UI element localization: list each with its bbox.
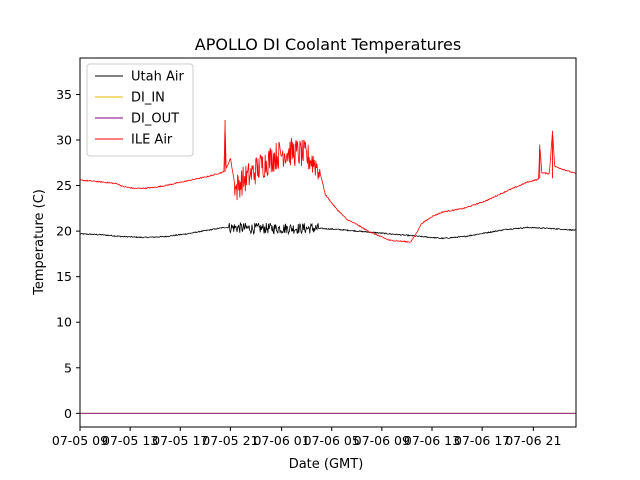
x-tick-label: 07-06 13 <box>404 433 460 448</box>
legend-box <box>86 63 194 157</box>
x-tick-label: 07-06 09 <box>354 433 410 448</box>
chart-title: APOLLO DI Coolant Temperatures <box>195 35 461 54</box>
x-tick-label: 07-05 17 <box>152 433 208 448</box>
legend-label: ILE Air <box>131 133 173 148</box>
legend-label: DI_IN <box>131 91 165 106</box>
x-tick-label: 07-06 01 <box>253 433 309 448</box>
series-layer <box>79 119 577 414</box>
y-tick-label: 20 <box>56 224 72 239</box>
x-tick-label: 07-05 21 <box>202 433 258 448</box>
x-tick-label: 07-06 21 <box>505 433 561 448</box>
x-tick-label: 07-06 05 <box>304 433 360 448</box>
legend: Utah Air DI_IN DI_OUT ILE Air <box>86 63 194 157</box>
y-tick-label: 10 <box>56 315 72 330</box>
y-tick-label: 15 <box>56 269 72 284</box>
series-line-utah-air <box>79 222 577 240</box>
y-tick-label: 5 <box>64 360 72 375</box>
y-axis-label: Temperature (C) <box>32 189 47 296</box>
y-tick-label: 0 <box>64 406 72 421</box>
axes-frame <box>79 57 577 428</box>
series-line-ile-air <box>79 126 577 243</box>
y-tick-label: 35 <box>56 87 72 102</box>
y-tick-label: 25 <box>56 178 72 193</box>
x-tick-label: 07-05 13 <box>102 433 158 448</box>
legend-label: Utah Air <box>131 70 184 85</box>
x-tick-label: 07-05 09 <box>52 433 108 448</box>
legend-label: DI_OUT <box>131 112 179 127</box>
x-axis-label: Date (GMT) <box>289 457 364 472</box>
y-tick-label: 30 <box>56 133 72 148</box>
x-tick-label: 07-06 17 <box>454 433 510 448</box>
